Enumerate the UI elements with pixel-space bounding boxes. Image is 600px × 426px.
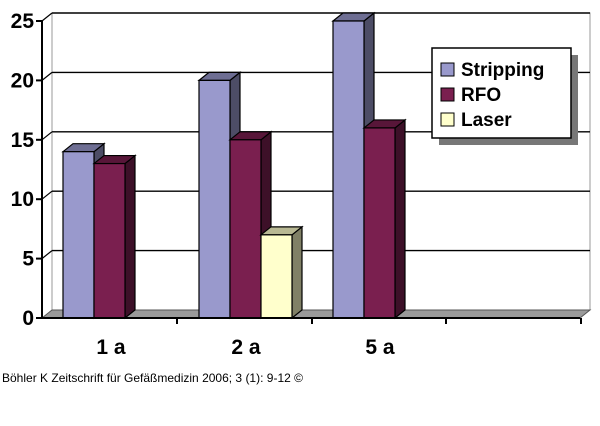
legend-box — [431, 47, 572, 139]
y-tick-label: 10 — [11, 188, 34, 211]
gridline-side — [41, 190, 53, 200]
legend: Stripping RFO Laser — [431, 47, 578, 145]
y-tick-labels: 0 5 10 15 20 25 — [11, 10, 35, 330]
bar-rfo-0 — [92, 154, 137, 320]
legend-swatch-rfo — [440, 87, 455, 102]
bar-laser-1 — [259, 225, 304, 320]
y-tick-label: 5 — [22, 248, 34, 271]
y-tick-label: 15 — [11, 129, 35, 152]
x-tick-labels: 1 a 2 a 5 a — [96, 336, 395, 359]
legend-label-stripping: Stripping — [461, 60, 544, 81]
y-tick-label: 25 — [11, 10, 35, 33]
legend-label-rfo: RFO — [461, 85, 501, 106]
y-tick-label: 0 — [22, 307, 34, 330]
x-tick-label: 5 a — [365, 336, 395, 359]
x-tick-label: 1 a — [96, 336, 126, 359]
bars — [61, 11, 407, 320]
bar-rfo-2 — [362, 118, 407, 320]
gridline-side — [41, 12, 53, 22]
x-tick-label: 2 a — [231, 336, 261, 359]
bar-chart: 0 5 10 15 20 25 1 a 2 a 5 a Stripping RFO Laser — [11, 10, 592, 359]
gridline-side — [41, 250, 53, 260]
gridline-side — [41, 71, 53, 81]
axes — [36, 20, 582, 324]
source-citation: Böhler K Zeitschrift für Gefäßmedizin 20… — [2, 371, 303, 385]
legend-swatch-laser — [440, 112, 455, 127]
legend-swatch-stripping — [440, 62, 455, 77]
y-tick-label: 20 — [11, 69, 34, 92]
gridline-side — [41, 131, 53, 141]
legend-label-laser: Laser — [461, 110, 512, 131]
